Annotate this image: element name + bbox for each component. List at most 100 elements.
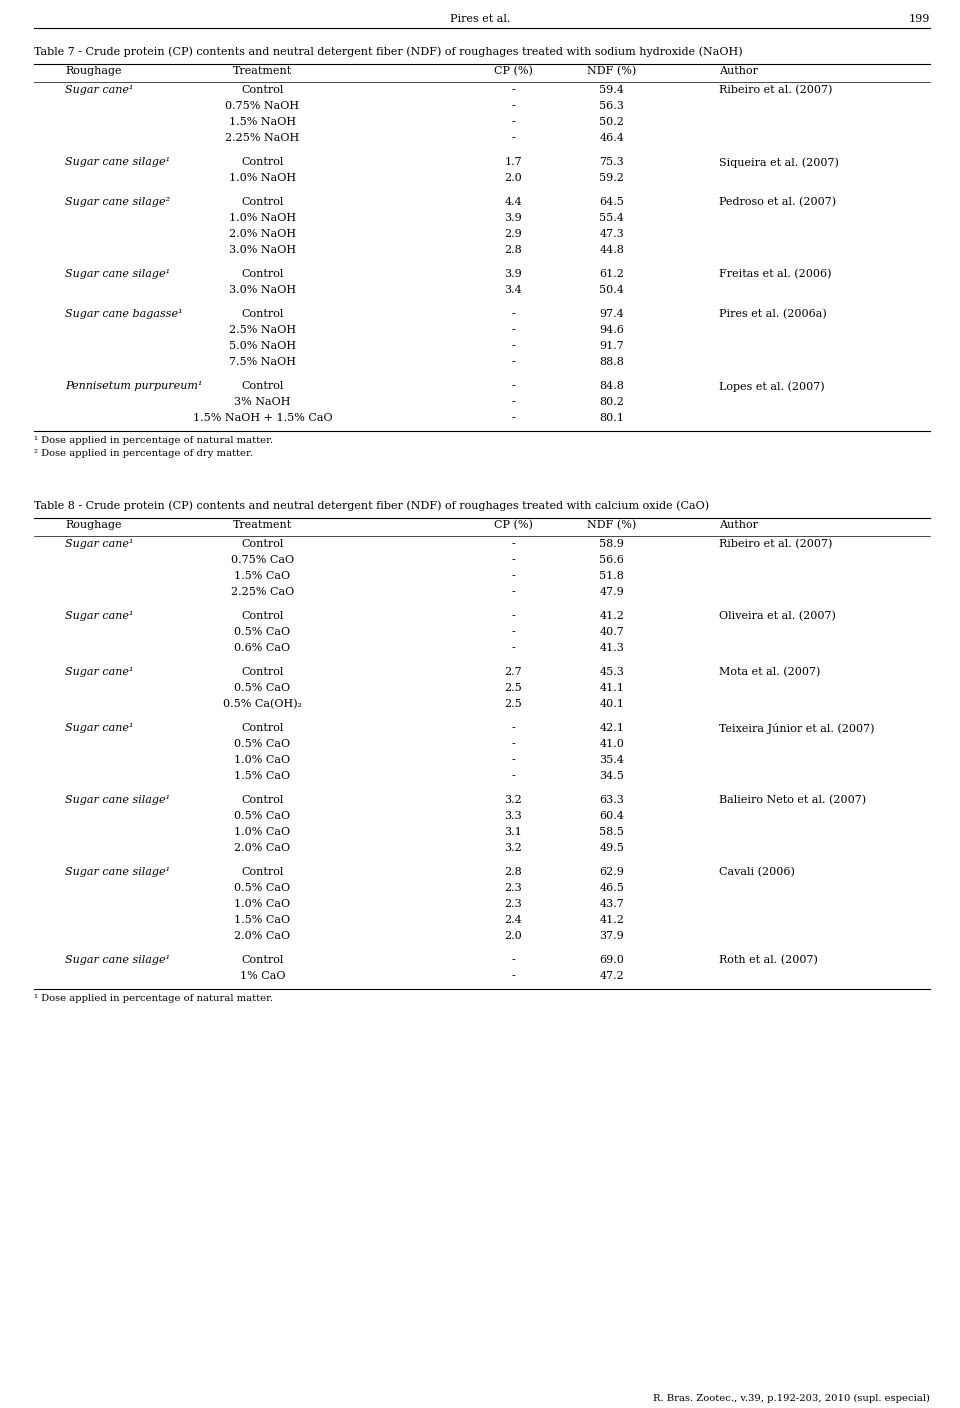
Text: -: -: [512, 555, 516, 565]
Text: 41.2: 41.2: [599, 915, 624, 925]
Text: 97.4: 97.4: [600, 308, 624, 320]
Text: -: -: [512, 572, 516, 582]
Text: 0.5% CaO: 0.5% CaO: [234, 683, 291, 693]
Text: 94.6: 94.6: [599, 325, 624, 335]
Text: -: -: [512, 308, 516, 320]
Text: Table 7 - Crude protein (CP) contents and neutral detergent fiber (NDF) of rough: Table 7 - Crude protein (CP) contents an…: [34, 46, 743, 56]
Text: Lopes et al. (2007): Lopes et al. (2007): [719, 382, 825, 391]
Text: Pedroso et al. (2007): Pedroso et al. (2007): [719, 197, 836, 207]
Text: 63.3: 63.3: [599, 796, 624, 805]
Text: 35.4: 35.4: [599, 755, 624, 765]
Text: Control: Control: [241, 722, 283, 734]
Text: 1.5% NaOH: 1.5% NaOH: [228, 117, 296, 127]
Text: 45.3: 45.3: [599, 667, 624, 677]
Text: R. Bras. Zootec., v.39, p.192-203, 2010 (supl. especial): R. Bras. Zootec., v.39, p.192-203, 2010 …: [653, 1394, 930, 1404]
Text: -: -: [512, 587, 516, 597]
Text: Control: Control: [241, 382, 283, 391]
Text: Pennisetum purpureum¹: Pennisetum purpureum¹: [65, 382, 203, 391]
Text: -: -: [512, 627, 516, 636]
Text: Oliveira et al. (2007): Oliveira et al. (2007): [719, 611, 836, 621]
Text: Control: Control: [241, 955, 283, 964]
Text: 56.3: 56.3: [599, 101, 624, 111]
Text: Ribeiro et al. (2007): Ribeiro et al. (2007): [719, 84, 833, 96]
Text: CP (%): CP (%): [494, 66, 533, 76]
Text: Sugar cane¹: Sugar cane¹: [65, 722, 133, 734]
Text: Control: Control: [241, 667, 283, 677]
Text: 64.5: 64.5: [599, 197, 624, 207]
Text: Freitas et al. (2006): Freitas et al. (2006): [719, 269, 832, 279]
Text: 59.2: 59.2: [599, 173, 624, 183]
Text: -: -: [512, 358, 516, 367]
Text: Control: Control: [241, 84, 283, 94]
Text: 2.5: 2.5: [505, 698, 522, 710]
Text: Teixeira Júnior et al. (2007): Teixeira Júnior et al. (2007): [719, 722, 875, 734]
Text: 50.2: 50.2: [599, 117, 624, 127]
Text: 1.5% NaOH + 1.5% CaO: 1.5% NaOH + 1.5% CaO: [193, 413, 332, 422]
Text: Sugar cane¹: Sugar cane¹: [65, 84, 133, 94]
Text: Pires et al.: Pires et al.: [450, 14, 510, 24]
Text: -: -: [512, 611, 516, 621]
Text: 55.4: 55.4: [599, 213, 624, 222]
Text: 3.3: 3.3: [505, 811, 522, 821]
Text: 1.0% CaO: 1.0% CaO: [234, 826, 291, 836]
Text: 62.9: 62.9: [599, 867, 624, 877]
Text: Control: Control: [241, 796, 283, 805]
Text: Sugar cane bagasse¹: Sugar cane bagasse¹: [65, 308, 183, 320]
Text: 40.1: 40.1: [599, 698, 624, 710]
Text: Roughage: Roughage: [65, 520, 122, 529]
Text: -: -: [512, 341, 516, 351]
Text: Sugar cane¹: Sugar cane¹: [65, 539, 133, 549]
Text: 0.75% CaO: 0.75% CaO: [231, 555, 294, 565]
Text: Balieiro Neto et al. (2007): Balieiro Neto et al. (2007): [719, 796, 867, 805]
Text: Control: Control: [241, 867, 283, 877]
Text: 3.2: 3.2: [505, 796, 522, 805]
Text: Control: Control: [241, 539, 283, 549]
Text: 199: 199: [908, 14, 930, 24]
Text: 56.6: 56.6: [599, 555, 624, 565]
Text: ¹ Dose applied in percentage of natural matter.: ¹ Dose applied in percentage of natural …: [34, 994, 273, 1002]
Text: Cavali (2006): Cavali (2006): [719, 867, 795, 877]
Text: -: -: [512, 643, 516, 653]
Text: 1.5% CaO: 1.5% CaO: [234, 915, 291, 925]
Text: Roughage: Roughage: [65, 66, 122, 76]
Text: Treatment: Treatment: [233, 520, 292, 529]
Text: -: -: [512, 132, 516, 144]
Text: -: -: [512, 955, 516, 964]
Text: ² Dose applied in percentage of dry matter.: ² Dose applied in percentage of dry matt…: [34, 449, 252, 458]
Text: -: -: [512, 117, 516, 127]
Text: 2.8: 2.8: [505, 867, 522, 877]
Text: 75.3: 75.3: [600, 158, 624, 168]
Text: Ribeiro et al. (2007): Ribeiro et al. (2007): [719, 539, 833, 549]
Text: Sugar cane silage¹: Sugar cane silage¹: [65, 955, 171, 964]
Text: 47.9: 47.9: [600, 587, 624, 597]
Text: Sugar cane silage²: Sugar cane silage²: [65, 197, 171, 207]
Text: 2.8: 2.8: [505, 245, 522, 255]
Text: Mota et al. (2007): Mota et al. (2007): [719, 667, 821, 677]
Text: 58.9: 58.9: [599, 539, 624, 549]
Text: 59.4: 59.4: [599, 84, 624, 94]
Text: -: -: [512, 772, 516, 781]
Text: 1.0% NaOH: 1.0% NaOH: [228, 213, 296, 222]
Text: 7.5% NaOH: 7.5% NaOH: [229, 358, 296, 367]
Text: 2.0% CaO: 2.0% CaO: [234, 931, 291, 941]
Text: NDF (%): NDF (%): [588, 66, 636, 76]
Text: -: -: [512, 413, 516, 422]
Text: 88.8: 88.8: [599, 358, 624, 367]
Text: Sugar cane silage¹: Sugar cane silage¹: [65, 867, 171, 877]
Text: 2.25% NaOH: 2.25% NaOH: [226, 132, 300, 144]
Text: -: -: [512, 101, 516, 111]
Text: 2.0% NaOH: 2.0% NaOH: [228, 230, 296, 239]
Text: 1.0% CaO: 1.0% CaO: [234, 898, 291, 910]
Text: 60.4: 60.4: [599, 811, 624, 821]
Text: 50.4: 50.4: [599, 284, 624, 296]
Text: 4.4: 4.4: [505, 197, 522, 207]
Text: 0.5% CaO: 0.5% CaO: [234, 627, 291, 636]
Text: Author: Author: [719, 66, 758, 76]
Text: 2.0% CaO: 2.0% CaO: [234, 843, 291, 853]
Text: 5.0% NaOH: 5.0% NaOH: [228, 341, 296, 351]
Text: 41.2: 41.2: [599, 611, 624, 621]
Text: 1.7: 1.7: [505, 158, 522, 168]
Text: Treatment: Treatment: [233, 66, 292, 76]
Text: CP (%): CP (%): [494, 520, 533, 531]
Text: 69.0: 69.0: [599, 955, 624, 964]
